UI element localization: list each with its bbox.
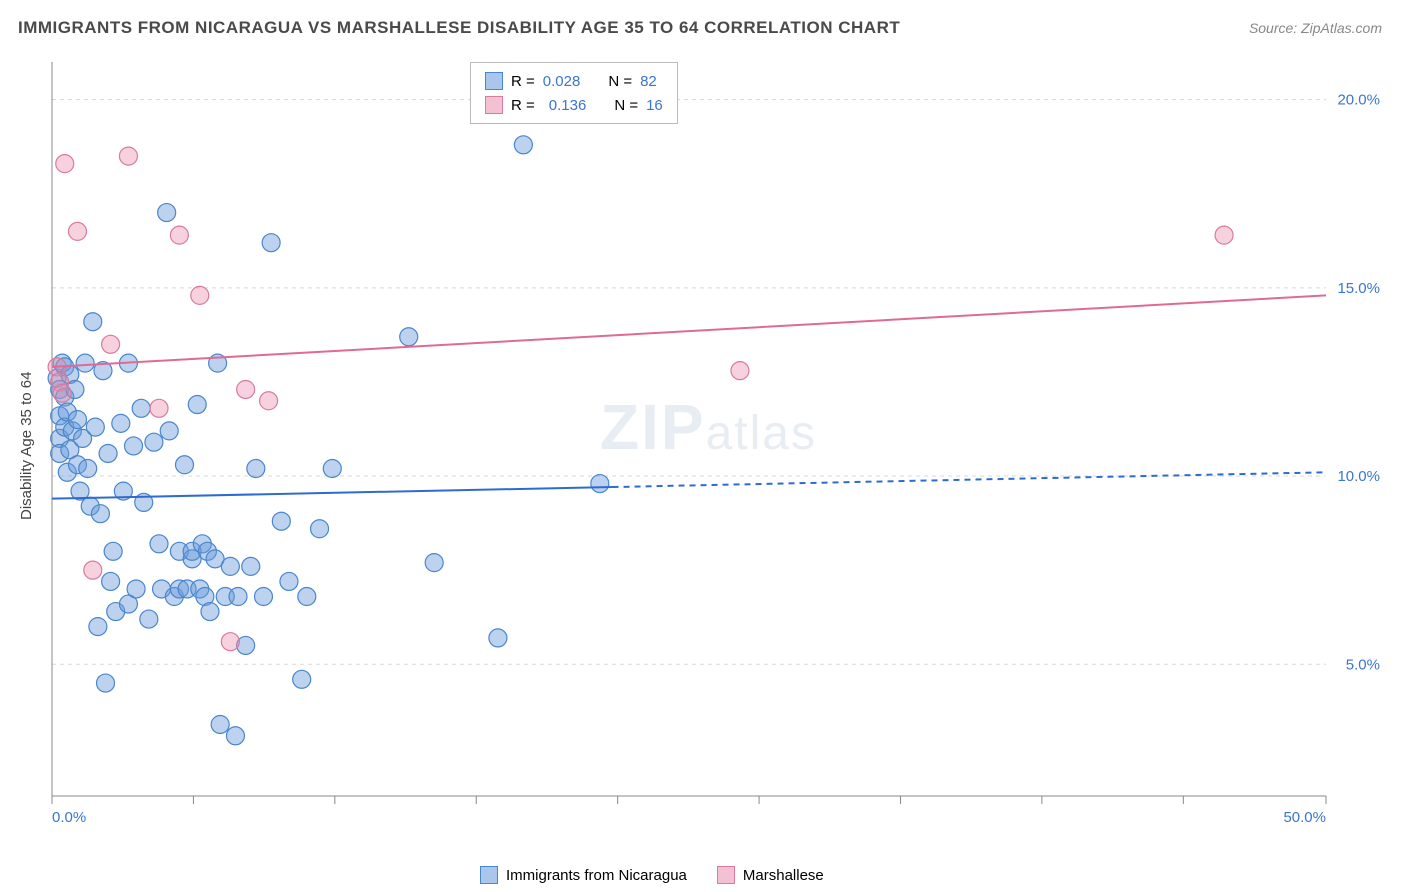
legend-series: Immigrants from Nicaragua Marshallese	[480, 866, 824, 884]
swatch-icon	[485, 96, 503, 114]
stat-label: R =	[511, 73, 535, 90]
svg-text:5.0%: 5.0%	[1346, 656, 1380, 673]
stat-r-value: 0.028	[543, 73, 581, 90]
legend-stats: R = 0.028 N = 82 R = 0.136 N = 16	[470, 62, 678, 124]
scatter-chart: 5.0% 10.0% 15.0% 20.0% 0.0% 50.0%	[46, 56, 1386, 836]
swatch-icon	[480, 866, 498, 884]
chart-title: IMMIGRANTS FROM NICARAGUA VS MARSHALLESE…	[18, 18, 900, 38]
legend-item: Marshallese	[717, 866, 824, 884]
legend-item: Immigrants from Nicaragua	[480, 866, 687, 884]
y-axis-label: Disability Age 35 to 64	[18, 372, 35, 520]
swatch-icon	[485, 72, 503, 90]
stat-r-value: 0.136	[543, 97, 587, 114]
stat-label: N =	[608, 73, 632, 90]
legend-label: Immigrants from Nicaragua	[506, 867, 687, 884]
legend-stats-row: R = 0.136 N = 16	[485, 93, 663, 117]
svg-text:10.0%: 10.0%	[1337, 468, 1380, 485]
chart-source: Source: ZipAtlas.com	[1249, 20, 1382, 36]
legend-label: Marshallese	[743, 867, 824, 884]
legend-stats-row: R = 0.028 N = 82	[485, 69, 663, 93]
stat-n-value: 16	[646, 97, 663, 114]
stat-n-value: 82	[640, 73, 657, 90]
svg-text:15.0%: 15.0%	[1337, 280, 1380, 297]
svg-text:20.0%: 20.0%	[1337, 92, 1380, 109]
swatch-icon	[717, 866, 735, 884]
stat-label: R =	[511, 97, 535, 114]
stat-label: N =	[614, 97, 638, 114]
svg-text:50.0%: 50.0%	[1283, 809, 1326, 826]
svg-text:0.0%: 0.0%	[52, 809, 86, 826]
